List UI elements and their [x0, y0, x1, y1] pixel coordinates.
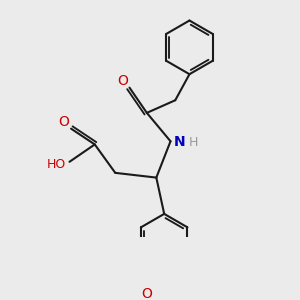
- Text: HO: HO: [47, 158, 67, 172]
- Text: O: O: [141, 287, 152, 300]
- Text: O: O: [117, 74, 128, 88]
- Text: N: N: [173, 135, 185, 149]
- Text: H: H: [189, 136, 198, 148]
- Text: O: O: [58, 115, 69, 129]
